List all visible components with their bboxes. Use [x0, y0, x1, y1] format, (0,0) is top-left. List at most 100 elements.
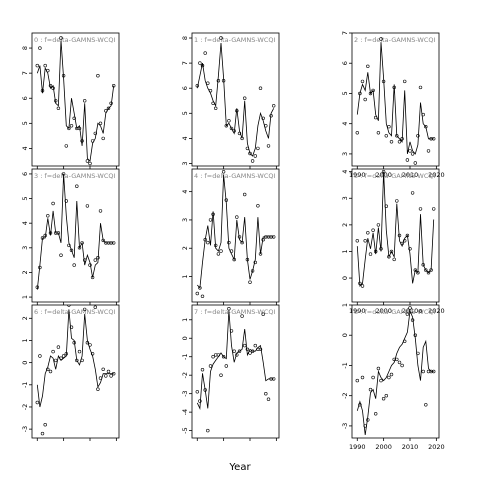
- data-point: [219, 249, 223, 253]
- panel-title: 0 : f=delta-GAMNS-WCQI: [34, 36, 115, 44]
- data-point: [400, 363, 404, 368]
- panel-3: 1 : f=delta-GAMNS-WCQI 3 4 5 6 7 8: [181, 32, 280, 169]
- data-point: [221, 78, 226, 83]
- y-tick-label: 2: [181, 246, 189, 250]
- data-point: [272, 235, 276, 239]
- x-axis-label: Year: [228, 462, 251, 473]
- data-point: [208, 88, 213, 93]
- data-point: [67, 126, 71, 131]
- data-point: [379, 37, 383, 41]
- data-point: [211, 355, 215, 359]
- data-point: [85, 159, 90, 163]
- data-point: [261, 238, 265, 242]
- y-tick-label: 1: [181, 318, 189, 322]
- data-point: [403, 239, 407, 243]
- data-point: [88, 263, 92, 267]
- data-point: [248, 351, 252, 355]
- x-tick-label: 2020: [428, 443, 445, 451]
- panel-marks: [195, 36, 276, 163]
- x-tick-label: 1990: [349, 171, 366, 179]
- data-point: [98, 209, 103, 213]
- panel-title: 7 : f=delta-GAMNS-WCQI: [194, 308, 275, 316]
- data-point: [374, 249, 378, 254]
- panel-0: 0 : f=delta-GAMNS-WCQI 4 5 6 7 8: [21, 32, 120, 169]
- y-tick-label: -3: [341, 423, 349, 429]
- data-point: [358, 91, 362, 96]
- data-point: [61, 73, 66, 78]
- data-point: [413, 333, 417, 337]
- data-point: [214, 106, 218, 111]
- data-point: [90, 352, 95, 356]
- y-tick-label: 3: [341, 196, 349, 200]
- y-tick-label: 8: [21, 46, 29, 50]
- data-point: [59, 356, 63, 360]
- data-point: [405, 233, 410, 238]
- y-tick-label: -1: [341, 362, 349, 368]
- panel-frame: [31, 32, 120, 167]
- data-point: [355, 131, 359, 135]
- data-point: [426, 149, 431, 153]
- data-point: [418, 207, 423, 211]
- data-point: [75, 184, 79, 188]
- y-tick-label: 4: [341, 122, 349, 126]
- data-point: [395, 134, 399, 138]
- data-point: [250, 159, 255, 163]
- data-point: [256, 146, 260, 151]
- data-point: [64, 144, 69, 148]
- data-point: [67, 243, 71, 248]
- data-point: [43, 63, 47, 68]
- data-point: [75, 358, 79, 363]
- data-point: [381, 79, 386, 84]
- x-tick-label: 2000: [375, 443, 392, 451]
- data-point: [82, 99, 87, 103]
- data-point: [51, 86, 55, 90]
- data-point: [429, 268, 433, 272]
- data-point: [266, 397, 271, 401]
- panel-title: 4 : f=delta-GAMNS-WCQI: [194, 172, 275, 180]
- y-tick-label: 5: [21, 196, 29, 200]
- data-point: [379, 247, 383, 251]
- y-tick-label: -4: [181, 409, 189, 415]
- data-point: [405, 312, 410, 316]
- data-point: [221, 170, 226, 174]
- y-tick-label: 6: [21, 172, 29, 176]
- data-point: [413, 161, 417, 165]
- data-point: [111, 241, 116, 245]
- data-point: [243, 192, 247, 197]
- data-point: [272, 104, 276, 108]
- data-point: [235, 215, 239, 219]
- data-point: [77, 246, 82, 250]
- y-tick-label: 1: [21, 295, 29, 299]
- data-point: [389, 249, 394, 254]
- data-point: [53, 358, 58, 363]
- data-point: [384, 204, 388, 208]
- data-point: [38, 46, 42, 50]
- y-tick-label: -2: [21, 404, 29, 410]
- panel-1: 3 : f=delta-GAMNS-WCQI 1 2 3 4 5 6: [21, 168, 120, 305]
- y-tick-label: 2: [21, 270, 29, 274]
- data-point: [106, 369, 111, 374]
- data-point: [400, 137, 404, 141]
- data-point: [206, 81, 210, 85]
- data-point: [376, 366, 381, 371]
- y-tick-label: 3: [341, 152, 349, 156]
- data-point: [395, 357, 399, 362]
- data-point: [264, 392, 268, 396]
- panel-4: 4 : f=delta-GAMNS-WCQI 1 2 3 4: [181, 168, 280, 305]
- data-point: [64, 199, 69, 203]
- panel-2: 6 : f=delta-GAMNS-WCQI -3 -2 -1 0 1 2: [21, 304, 120, 441]
- y-tick-label: 4: [21, 146, 29, 150]
- data-point: [80, 358, 84, 363]
- data-point: [46, 68, 50, 73]
- data-point: [195, 291, 200, 296]
- data-point: [53, 99, 58, 103]
- data-point: [69, 325, 74, 329]
- y-tick-label: 4: [21, 221, 29, 225]
- data-point: [82, 258, 87, 262]
- data-point: [229, 126, 234, 131]
- data-point: [237, 235, 242, 239]
- data-point: [384, 394, 388, 398]
